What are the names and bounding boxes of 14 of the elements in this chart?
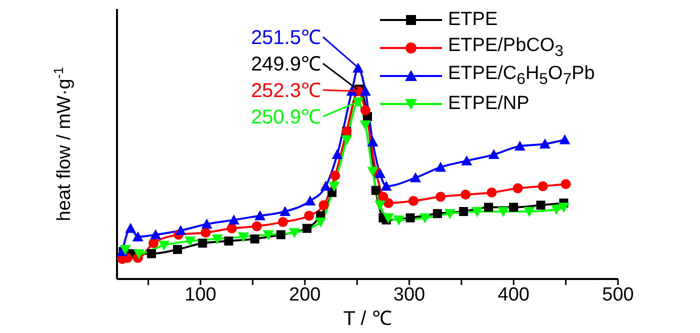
legend-label: ETPE/C$_{6}$H$_{5}$O$_{7}$Pb bbox=[448, 63, 595, 89]
legend-label: ETPE/NP bbox=[448, 93, 530, 115]
x-tick-label: 400 bbox=[498, 284, 530, 306]
legend-label: ETPE/PbCO$_{3}$ bbox=[448, 35, 564, 61]
x-tick-label: 300 bbox=[393, 284, 426, 306]
annotation: 252.3℃ bbox=[250, 80, 321, 102]
annotation: 249.9℃ bbox=[250, 54, 321, 76]
x-tick-label: 500 bbox=[602, 284, 634, 306]
x-tick-label: 100 bbox=[184, 284, 216, 306]
legend-label: ETPE bbox=[448, 9, 498, 31]
x-axis-title: T / ℃ bbox=[343, 308, 392, 330]
annotation: 251.5℃ bbox=[250, 27, 321, 49]
annotation: 250.9℃ bbox=[250, 106, 321, 128]
x-tick-label: 200 bbox=[289, 284, 321, 306]
